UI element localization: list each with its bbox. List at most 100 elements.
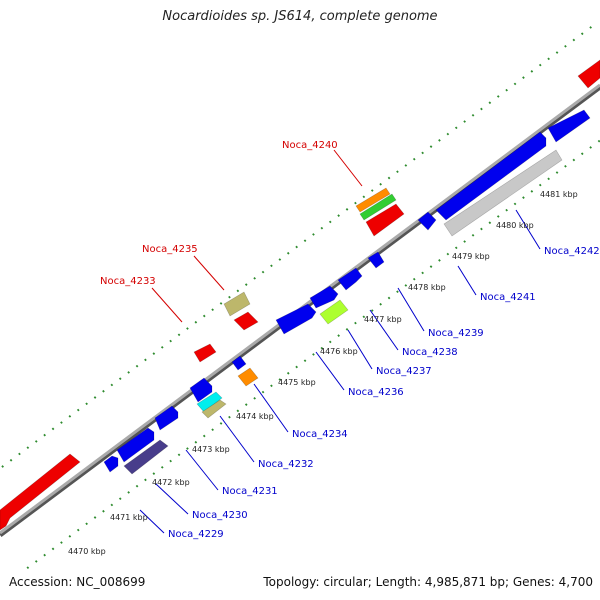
map-title: Nocardioides sp. JS614, complete genome: [162, 9, 438, 24]
outer-track-tick: [127, 371, 130, 374]
inner-track-tick: [261, 390, 265, 394]
outer-track-tick: [471, 113, 475, 117]
gene-feature-green: [359, 193, 397, 221]
reverse-label-leader: [139, 509, 165, 534]
gene-feature-orange: [355, 187, 391, 213]
inner-track-tick: [169, 459, 172, 463]
reverse-label-leader: [347, 329, 373, 370]
outer-track-tick: [278, 258, 282, 261]
outer-track-tick: [454, 126, 458, 130]
outer-track-tick: [118, 377, 122, 381]
reverse-label-leader: [397, 287, 425, 332]
outer-track-tick: [253, 277, 256, 280]
outer-track-tick: [110, 383, 114, 387]
kbp-label: 4470 kbp: [68, 547, 106, 556]
outer-track-tick: [438, 139, 441, 142]
outer-tick-track: [1, 26, 592, 468]
inner-track-tick: [144, 478, 147, 482]
outer-track-tick: [261, 270, 265, 274]
gene-feature-khaki: [223, 291, 251, 317]
outer-track-tick: [228, 295, 231, 299]
outer-track-tick: [404, 164, 408, 167]
outer-track-tick: [572, 38, 576, 42]
outer-track-tick: [102, 389, 105, 393]
inner-track-tick: [320, 346, 324, 350]
inner-track-tick: [362, 315, 366, 319]
inner-track-tick: [522, 196, 525, 199]
inner-track-tick: [102, 509, 105, 513]
kbp-label: 4476 kbp: [320, 347, 358, 356]
inner-track-tick: [454, 246, 458, 250]
outer-track-tick: [177, 333, 181, 337]
inner-track-tick: [488, 221, 492, 225]
kbp-label: 4480 kbp: [496, 221, 534, 230]
gene-feature-cyan: [196, 391, 223, 413]
outer-track-tick: [580, 32, 584, 36]
inner-track-tick: [152, 472, 156, 475]
forward-label-leader: [193, 255, 225, 291]
reverse-gene-label: Noca_4237: [376, 366, 432, 377]
inner-track-tick: [135, 484, 139, 488]
reverse-gene-label: Noca_4229: [168, 529, 224, 540]
forward-label-leader: [151, 287, 183, 323]
inner-track-tick: [160, 466, 164, 469]
outer-track-tick: [202, 314, 206, 318]
accession-text: Accession: NC_008699: [9, 575, 146, 589]
gene-feature-khaki: [201, 399, 227, 419]
outer-track-tick: [480, 107, 483, 111]
outer-track-tick: [26, 446, 30, 450]
inner-track-tick: [370, 309, 374, 312]
outer-track-tick: [530, 70, 534, 73]
outer-track-tick: [589, 26, 592, 29]
outer-track-tick: [85, 402, 88, 406]
outer-track-tick: [564, 44, 567, 48]
kbp-label: 4474 kbp: [236, 412, 274, 421]
inner-track-tick: [244, 403, 248, 406]
inner-track-tick: [93, 516, 97, 519]
inner-track-tick: [127, 491, 130, 494]
inner-track-tick: [211, 428, 214, 432]
outer-track-tick: [152, 352, 156, 355]
inner-track-tick: [463, 240, 466, 243]
reverse-label-leader: [315, 351, 345, 391]
outer-track-tick: [219, 302, 223, 305]
gene-feature-blue: [231, 355, 247, 371]
inner-track-tick: [60, 541, 63, 544]
inner-track-tick: [530, 190, 534, 193]
outer-track-tick: [135, 364, 139, 368]
inner-track-tick: [26, 566, 30, 570]
inner-track-tick: [589, 146, 592, 149]
label-leader-lines: [139, 149, 541, 534]
kbp-label: 4473 kbp: [192, 445, 230, 454]
inner-track-tick: [286, 371, 290, 375]
gene-feature-darkslate: [123, 439, 169, 475]
outer-track-tick: [76, 408, 80, 412]
outer-track-tick: [270, 264, 273, 268]
kbp-label: 4478 kbp: [408, 283, 446, 292]
reverse-label-leader: [253, 383, 289, 433]
inner-track-tick: [505, 208, 508, 212]
outer-track-tick: [513, 82, 517, 86]
inner-track-tick: [253, 397, 256, 400]
inner-track-tick: [68, 534, 72, 538]
inner-track-tick: [379, 302, 382, 306]
reverse-gene-label: Noca_4231: [222, 486, 278, 497]
gene-feature-red: [233, 311, 259, 331]
gene-feature-red: [0, 453, 81, 531]
forward-gene-label: Noca_4235: [142, 244, 198, 255]
kbp-label: 4477 kbp: [364, 315, 402, 324]
inner-track-tick: [177, 453, 181, 457]
inner-track-tick: [85, 522, 88, 526]
reverse-label-leader: [155, 483, 189, 515]
reverse-label-leader: [515, 209, 541, 250]
inner-track-tick: [118, 497, 122, 501]
inner-track-tick: [110, 503, 114, 507]
outer-track-tick: [34, 440, 38, 443]
inner-track-tick: [564, 164, 567, 168]
reverse-label-leader: [369, 309, 399, 351]
inner-track-tick: [480, 227, 483, 231]
reverse-gene-label: Noca_4234: [292, 429, 348, 440]
reverse-gene-label: Noca_4238: [402, 347, 458, 358]
gene-feature-blue: [367, 251, 385, 269]
